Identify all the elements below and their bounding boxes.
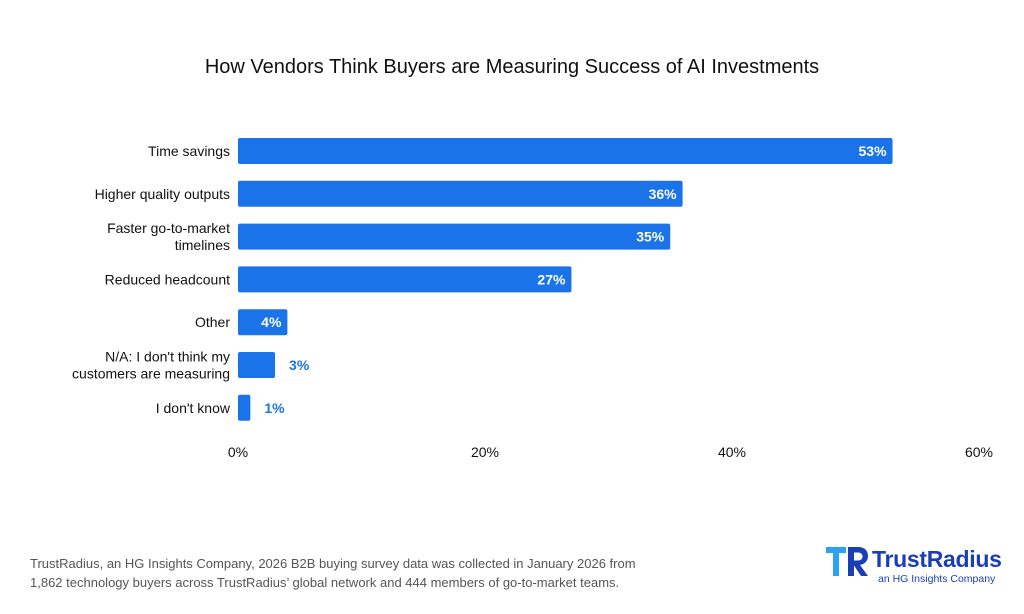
footnote-line-1: TrustRadius, an HG Insights Company, 202… <box>30 556 636 571</box>
x-tick-label-3: 40% <box>718 444 746 460</box>
value-label-6: 3% <box>289 357 310 373</box>
bar-6 <box>238 352 276 378</box>
x-tick-label-2: 20% <box>471 444 499 460</box>
trustradius-logo: TrustRadius an HG Insights Company <box>824 544 1004 588</box>
x-tick-label-1: 0% <box>228 444 248 460</box>
bar-5 <box>238 309 288 336</box>
logo-wordmark: TrustRadius <box>872 546 1002 572</box>
bar-chart: Time savings 53% Higher quality outputs 36%… <box>72 138 993 460</box>
bar-7 <box>238 394 251 421</box>
bar-1 <box>238 138 893 164</box>
value-label-5: 4% <box>261 314 282 330</box>
category-label-2: Higher quality outputs <box>95 186 230 202</box>
footnote: TrustRadius, an HG Insights Company, 202… <box>30 554 710 592</box>
value-label-1: 53% <box>859 143 888 159</box>
bar-3 <box>238 223 671 250</box>
footnote-line-2: 1,862 technology buyers across TrustRadi… <box>30 575 620 590</box>
bar-4 <box>238 266 572 293</box>
value-label-4: 27% <box>537 271 566 287</box>
chart-title: How Vendors Think Buyers are Measuring S… <box>204 56 820 78</box>
category-label-7: I don't know <box>156 400 231 416</box>
value-label-2: 36% <box>649 186 678 202</box>
trustradius-logo-icon <box>826 547 868 576</box>
category-label-3: Faster go-to-market timelines <box>107 220 230 253</box>
logo-tagline: an HG Insights Company <box>878 573 996 585</box>
value-label-3: 35% <box>636 229 665 245</box>
value-label-7: 1% <box>264 400 285 416</box>
category-label-6: N/A: I don't think my customers are measu… <box>72 349 230 382</box>
x-tick-label-4: 60% <box>965 444 993 460</box>
category-label-5: Other <box>195 314 230 330</box>
category-label-1: Time savings <box>148 143 230 159</box>
bar-2 <box>238 180 683 207</box>
category-label-4: Reduced headcount <box>105 271 230 287</box>
